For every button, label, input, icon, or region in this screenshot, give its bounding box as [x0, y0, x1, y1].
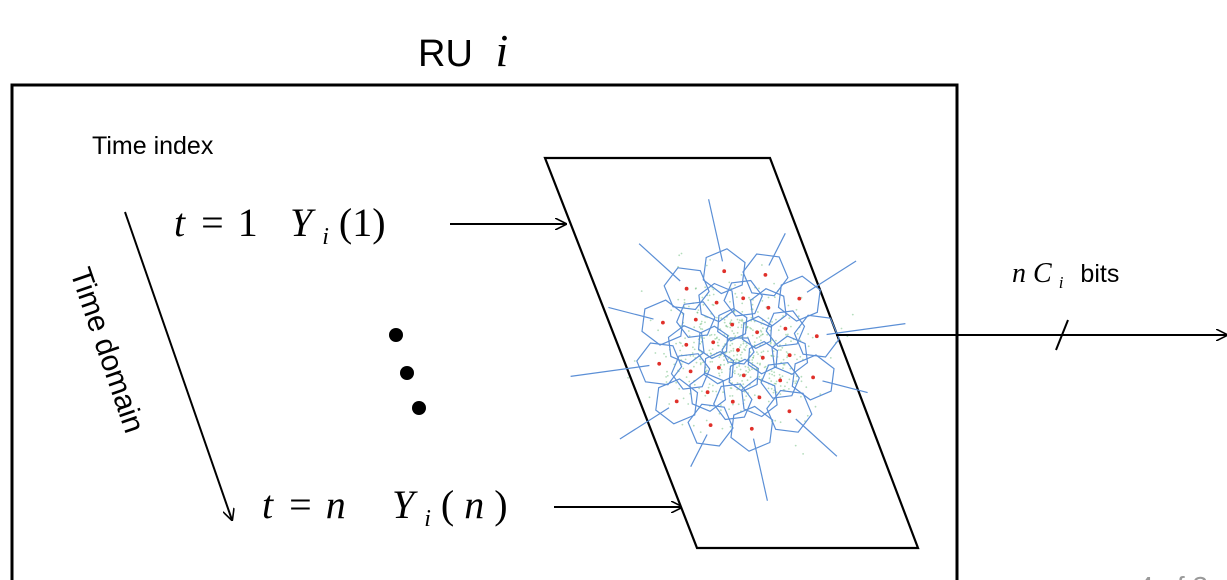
voronoi-quantization-image — [570, 199, 906, 501]
row-first-equals: = — [201, 200, 224, 245]
quantizer-parallelogram — [543, 156, 920, 550]
row-last-arg-open: ( — [441, 482, 454, 527]
ellipsis-dot — [389, 328, 403, 342]
ru-title: RU i — [418, 25, 508, 76]
output-slash — [1055, 319, 1069, 351]
row-first-arg: (1) — [339, 200, 386, 245]
output-C: C — [1033, 258, 1052, 289]
time-domain-arrow — [124, 211, 232, 520]
output-sub: i — [1059, 273, 1064, 292]
row-first-sample: Y i (1) — [290, 200, 386, 253]
row-first-Y: Y — [290, 200, 316, 245]
row-first-sub: i — [322, 224, 329, 250]
row-last-equals: = — [289, 482, 312, 527]
row-last-time: t = n — [262, 482, 346, 527]
ellipsis-dot — [412, 401, 426, 415]
row-last-value: n — [326, 482, 346, 527]
row-last-sample: Y i ( n ) — [392, 482, 508, 535]
time-domain-label: Time domain — [63, 264, 150, 438]
ru-box — [10, 83, 959, 580]
output-n: n — [1012, 258, 1026, 289]
row-last-arg-var: n — [464, 482, 484, 527]
output-rate-label: n C i bits — [1012, 258, 1119, 295]
row-last-arg-close: ) — [494, 482, 507, 527]
ellipsis-dot — [400, 366, 414, 380]
page-number: 4 of 3 — [1138, 571, 1208, 580]
ru-title-prefix: RU — [418, 33, 473, 75]
output-bits: bits — [1080, 260, 1119, 288]
time-index-label: Time index — [92, 132, 214, 160]
row-last-Y: Y — [392, 482, 418, 527]
row-first-t: t — [174, 200, 186, 245]
row-last-sub: i — [424, 506, 431, 532]
row-first-time: t = 1 — [174, 200, 258, 245]
ru-title-index: i — [495, 25, 508, 76]
row-last-t: t — [262, 482, 274, 527]
row-first-value: 1 — [238, 200, 258, 245]
